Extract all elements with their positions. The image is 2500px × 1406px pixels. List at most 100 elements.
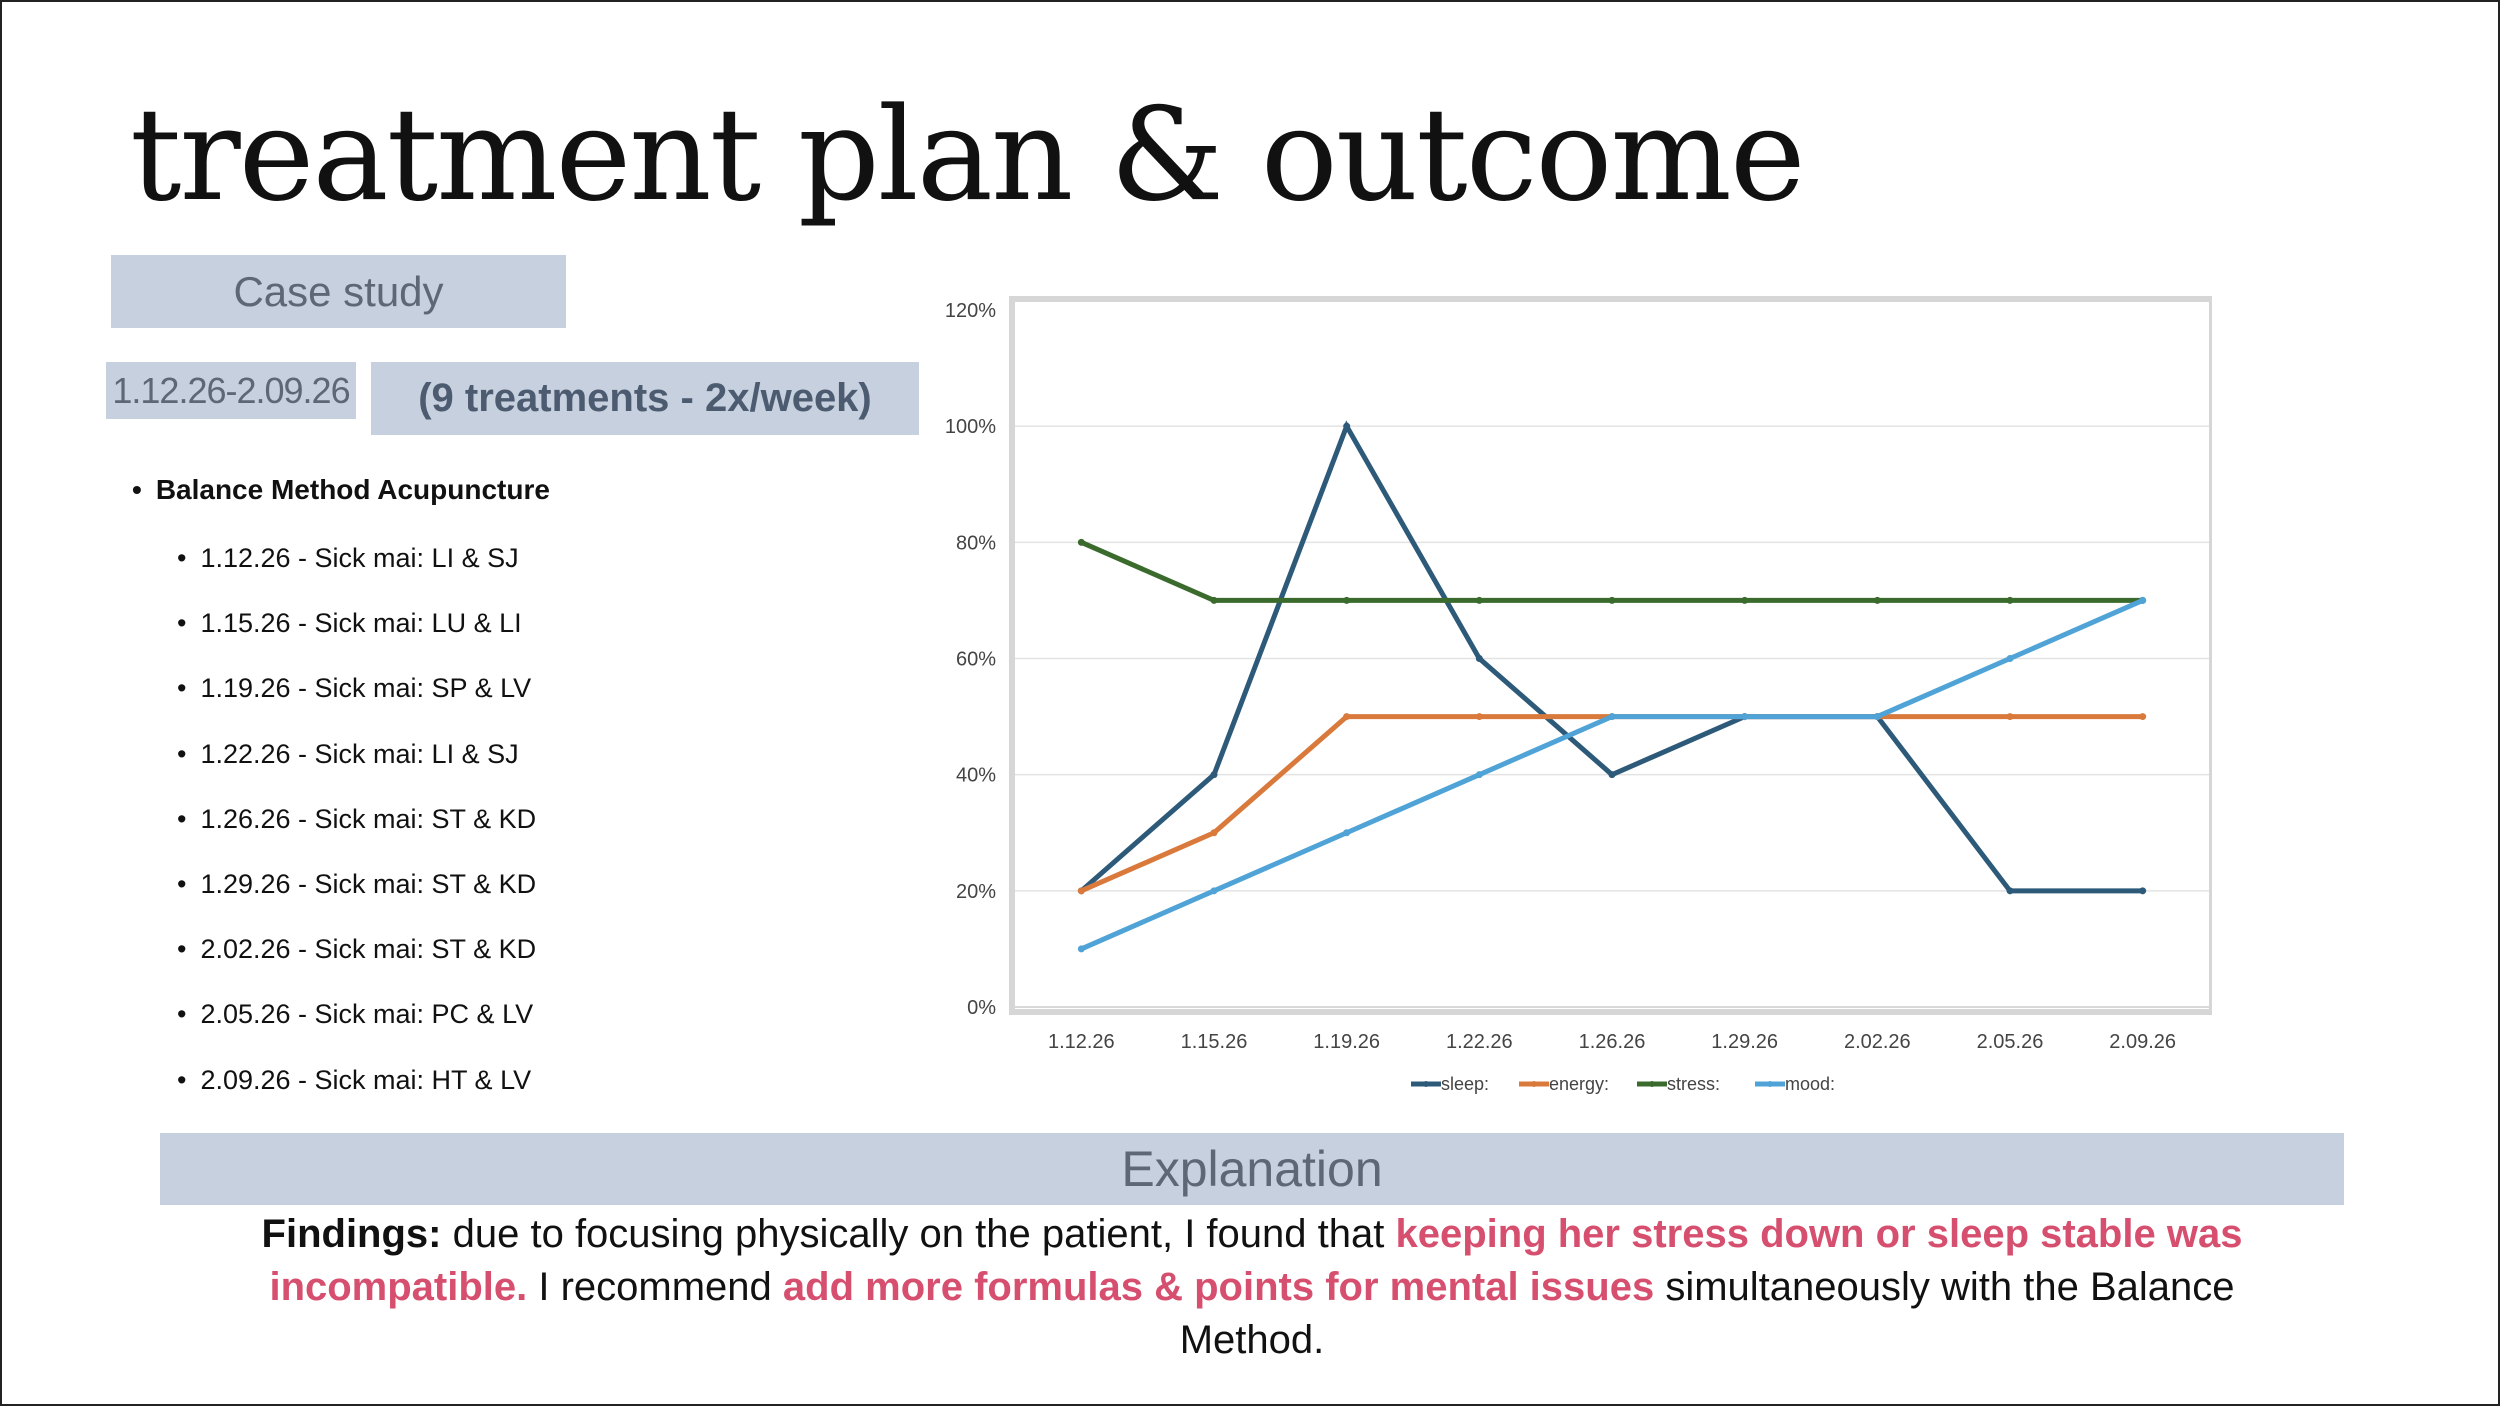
y-tick-label: 40% — [956, 765, 996, 787]
y-tick-label: 80% — [956, 532, 996, 554]
case-study-text: Case study — [233, 267, 444, 315]
treatment-list: • 1.12.26 - Sick mai: LI & SJ • 1.15.26 - … — [177, 538, 536, 1125]
bullet-icon: • — [177, 738, 187, 769]
list-item: • 1.22.26 - Sick mai: LI & SJ — [177, 734, 536, 799]
findings-lead: Findings: — [261, 1212, 442, 1256]
bullet-icon: • — [177, 543, 187, 573]
bullet-icon: • — [177, 999, 187, 1030]
treatment-count-text: (9 treatments - 2x/week) — [418, 376, 872, 420]
data-point — [1077, 538, 1085, 546]
data-point — [1343, 713, 1351, 721]
y-tick-label: 20% — [956, 881, 996, 903]
list-item: • 1.29.26 - Sick mai: ST & KD — [177, 864, 536, 929]
method-bullet: • Balance Method Acupuncture — [132, 474, 550, 506]
data-point — [2006, 596, 2014, 604]
date-range-label: 1.12.26-2.09.26 — [106, 362, 356, 419]
explanation-label: Explanation — [160, 1133, 2344, 1205]
data-point — [1873, 713, 1881, 721]
data-point — [1741, 596, 1749, 604]
list-item: • 2.05.26 - Sick mai: PC & LV — [177, 994, 536, 1059]
data-point — [2139, 887, 2147, 895]
legend-label: energy: — [1549, 1074, 1609, 1094]
treatment-text: 1.12.26 - Sick mai: LI & SJ — [200, 543, 519, 573]
x-tick-label: 1.15.26 — [1181, 1031, 1248, 1053]
data-point — [1343, 596, 1351, 604]
data-point — [2139, 596, 2147, 604]
legend-label: mood: — [1785, 1074, 1835, 1094]
legend-label: sleep: — [1441, 1074, 1489, 1094]
data-point — [1210, 771, 1218, 779]
method-text: Balance Method Acupuncture — [155, 474, 550, 505]
plot-frame — [1009, 296, 2212, 1015]
list-item: • 1.15.26 - Sick mai: LU & LI — [177, 603, 536, 668]
treatment-text: 2.05.26 - Sick mai: PC & LV — [200, 999, 534, 1030]
y-tick-label: 120% — [945, 300, 996, 322]
treatment-text: 1.26.26 - Sick mai: ST & KD — [200, 803, 537, 834]
treatment-count-label: (9 treatments - 2x/week) — [371, 362, 919, 435]
x-tick-label: 2.02.26 — [1844, 1031, 1911, 1053]
treatment-text: 1.19.26 - Sick mai: SP & LV — [200, 673, 532, 704]
data-point — [1343, 422, 1351, 430]
data-point — [1608, 713, 1616, 721]
list-item: • 1.12.26 - Sick mai: LI & SJ — [177, 538, 536, 603]
findings-text-2: I recommend — [527, 1265, 783, 1309]
x-tick-label: 2.09.26 — [2109, 1031, 2176, 1053]
legend-marker — [1649, 1081, 1655, 1087]
data-point — [2006, 887, 2014, 895]
bullet-icon: • — [177, 803, 187, 834]
data-point — [1343, 829, 1351, 837]
x-tick-label: 1.12.26 — [1048, 1031, 1115, 1053]
treatment-text: 1.29.26 - Sick mai: ST & KD — [200, 868, 537, 899]
data-point — [1077, 887, 1085, 895]
data-point — [2006, 655, 2014, 662]
y-tick-label: 60% — [956, 649, 996, 671]
legend-marker — [1423, 1081, 1429, 1087]
data-point — [1873, 596, 1881, 604]
case-study-label: Case study — [111, 255, 566, 328]
list-item: • 1.19.26 - Sick mai: SP & LV — [177, 668, 536, 733]
data-point — [1077, 945, 1085, 953]
data-point — [1210, 596, 1218, 604]
findings-text-3: simultaneously with the Balance Method. — [1179, 1265, 2235, 1362]
explanation-text: Explanation — [1121, 1141, 1383, 1197]
x-tick-label: 1.26.26 — [1579, 1031, 1646, 1053]
legend-label: stress: — [1667, 1074, 1720, 1094]
data-point — [1475, 596, 1483, 604]
findings-text-1: due to focusing physically on the patien… — [441, 1212, 1396, 1256]
list-item: • 1.26.26 - Sick mai: ST & KD — [177, 799, 536, 864]
outcome-line-chart: 0% 20% 40% 60% 80% 100% 120% 1.12.26 1.15.26 1.19… — [945, 296, 2212, 1094]
x-tick-label: 2.05.26 — [1977, 1031, 2044, 1053]
treatment-text: 2.09.26 - Sick mai: HT & LV — [200, 1064, 532, 1095]
data-point — [1608, 596, 1616, 604]
legend-marker — [1531, 1081, 1537, 1087]
bullet-icon: • — [132, 474, 142, 505]
bullet-icon: • — [177, 608, 187, 639]
bullet-icon: • — [177, 1064, 187, 1095]
y-tick-label: 100% — [945, 416, 996, 438]
list-item: • 2.09.26 - Sick mai: HT & LV — [177, 1060, 536, 1125]
x-tick-label: 1.29.26 — [1711, 1031, 1778, 1053]
bullet-icon: • — [177, 934, 187, 965]
findings-highlight-1: keeping her stress down or sleep stable … — [269, 1212, 2243, 1309]
x-tick-label: 1.22.26 — [1446, 1031, 1513, 1053]
treatment-text: 1.22.26 - Sick mai: LI & SJ — [200, 738, 519, 769]
data-point — [1741, 713, 1749, 721]
data-point — [1210, 829, 1218, 837]
treatment-text: 1.15.26 - Sick mai: LU & LI — [200, 608, 522, 639]
findings-highlight-2: add more formulas & points for mental is… — [782, 1265, 1655, 1309]
data-point — [1475, 713, 1483, 721]
y-tick-label: 0% — [967, 997, 996, 1019]
list-item: • 2.02.26 - Sick mai: ST & KD — [177, 929, 536, 994]
data-point — [1475, 655, 1483, 662]
bullet-icon: • — [177, 673, 187, 704]
bullet-icon: • — [177, 868, 187, 899]
data-point — [1608, 771, 1616, 779]
data-point — [2139, 713, 2147, 721]
findings-paragraph: Findings: due to focusing physically on … — [222, 1208, 2282, 1367]
date-range-text: 1.12.26-2.09.26 — [112, 369, 350, 411]
treatment-text: 2.02.26 - Sick mai: ST & KD — [200, 934, 537, 965]
legend-marker — [1767, 1081, 1773, 1087]
x-tick-label: 1.19.26 — [1313, 1031, 1380, 1053]
page-title: treatment plan & outcome — [130, 81, 1806, 230]
data-point — [1475, 771, 1483, 779]
